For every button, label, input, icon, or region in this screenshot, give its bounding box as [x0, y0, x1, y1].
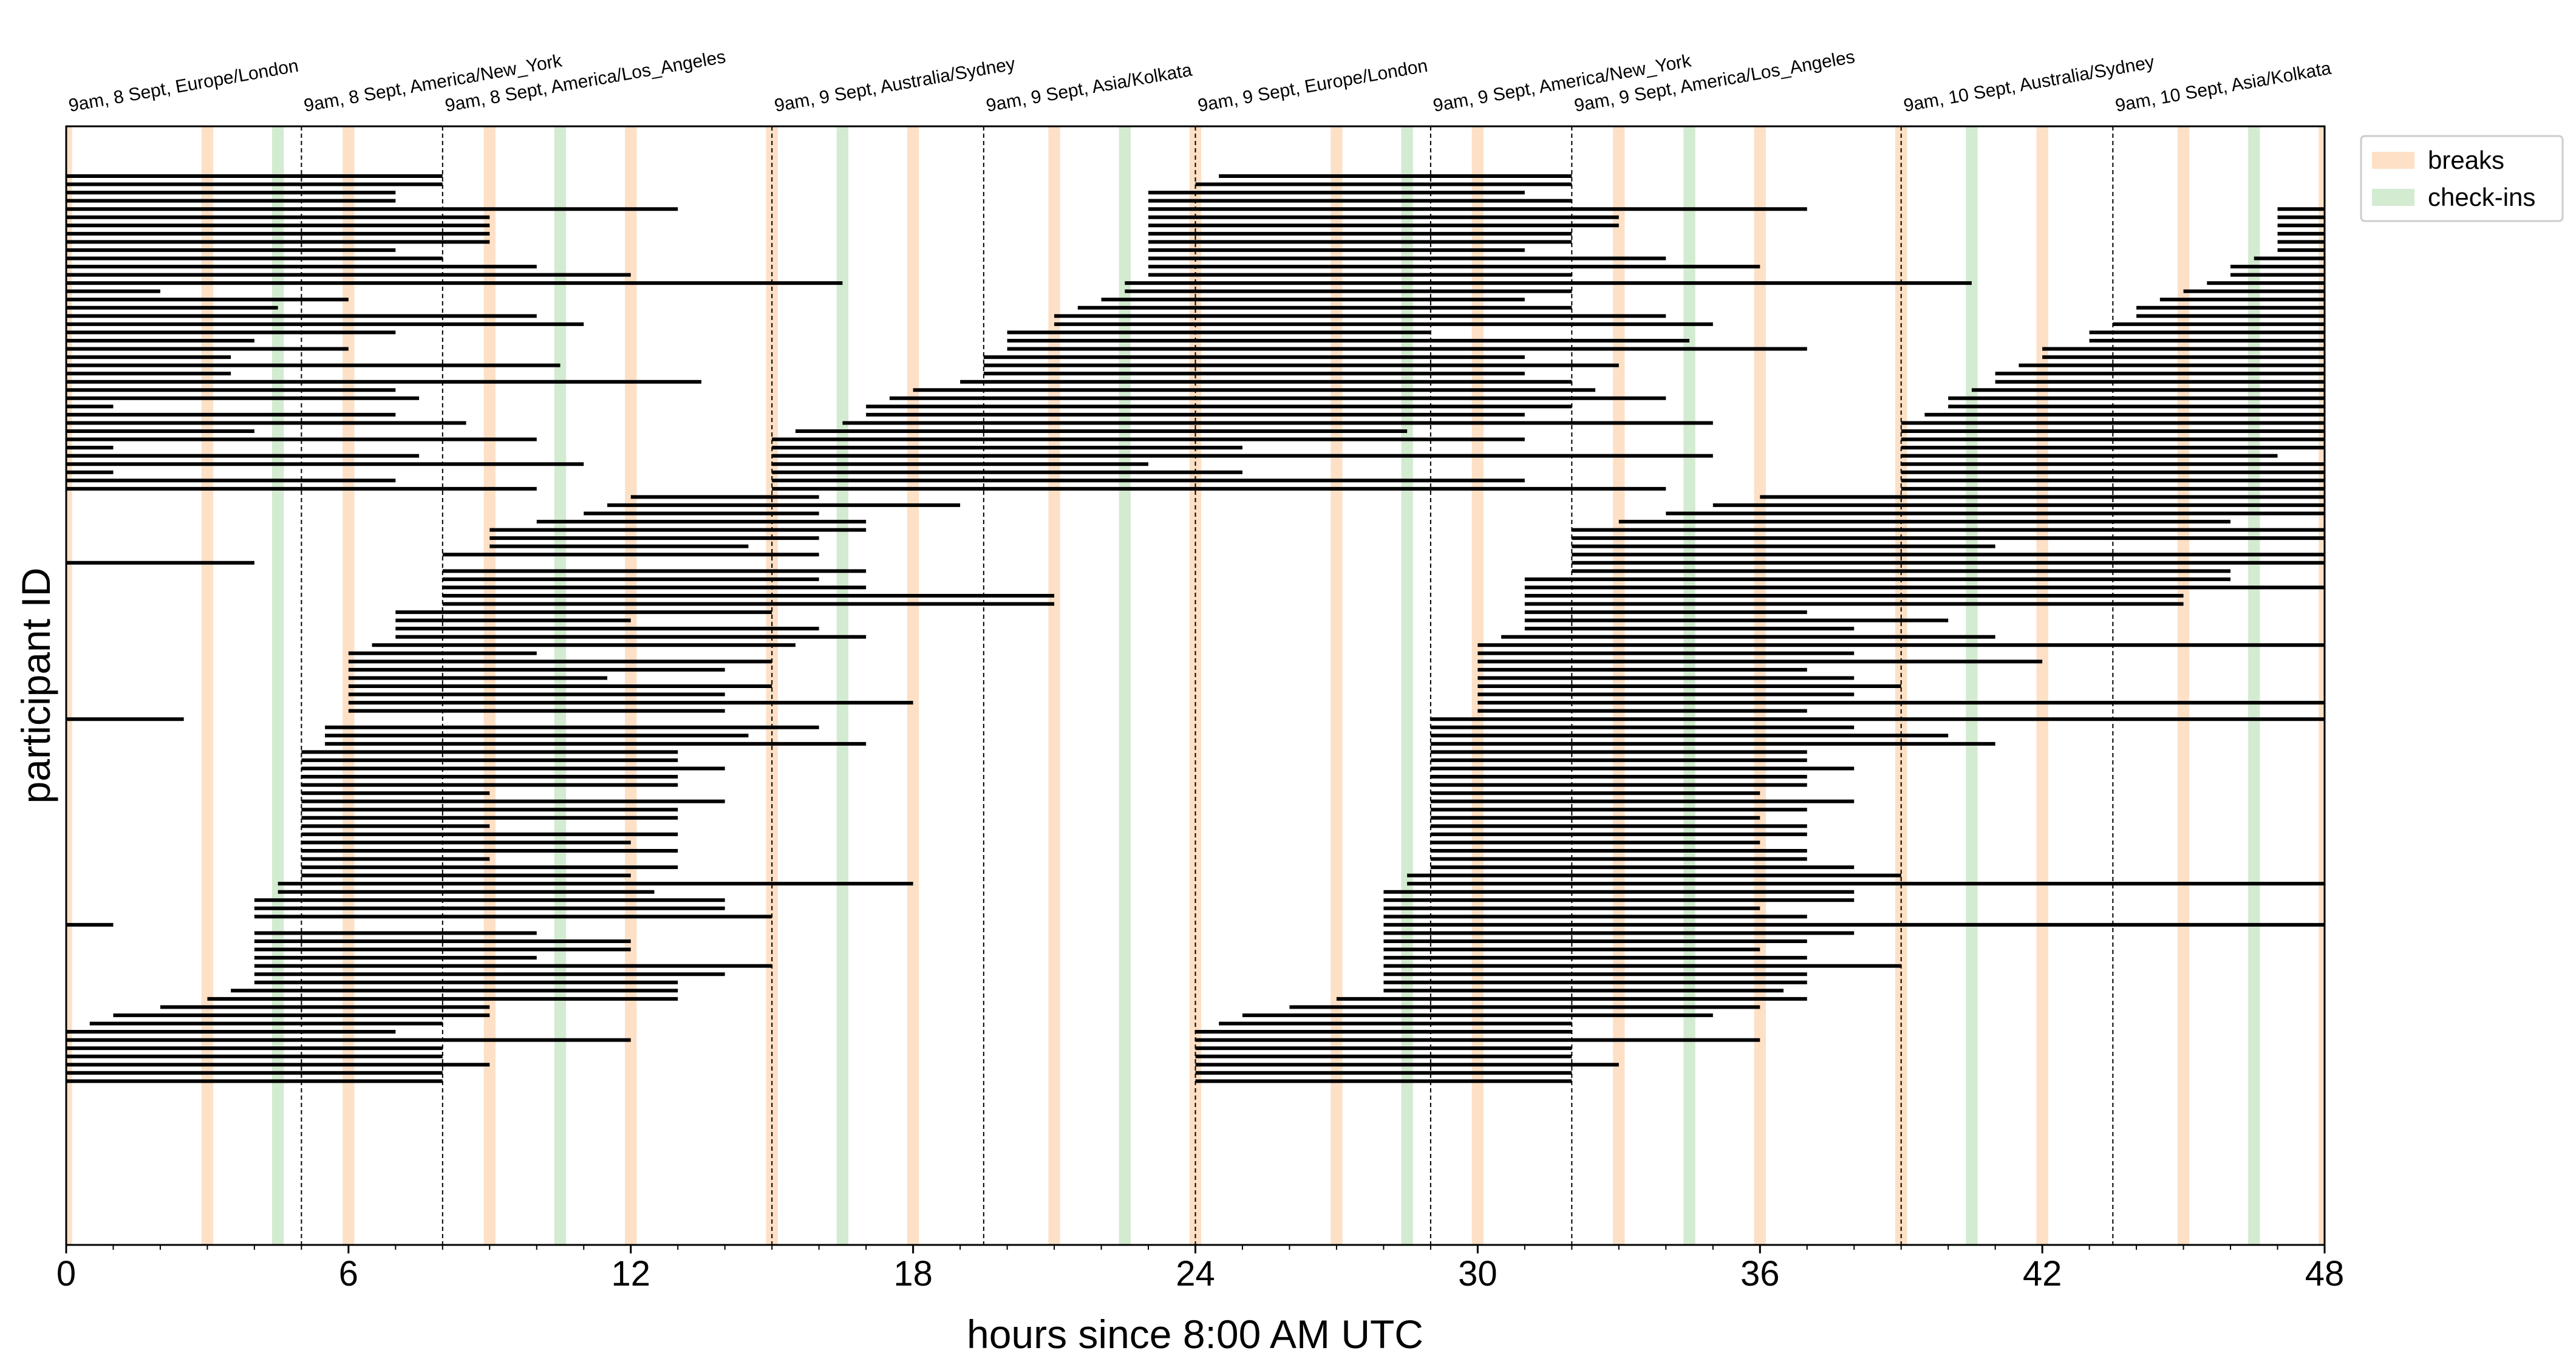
- legend-label-breaks: breaks: [2428, 146, 2504, 174]
- timezone-label-5: 9am, 9 Sept, Europe/London: [1196, 56, 1429, 116]
- x-tick-label-18: 18: [893, 1254, 933, 1293]
- x-tick-label-48: 48: [2305, 1254, 2345, 1293]
- check-in-band-2: [836, 126, 849, 1245]
- timezone-label-4: 9am, 9 Sept, Asia/Kolkata: [984, 60, 1193, 116]
- x-tick-label-0: 0: [56, 1254, 76, 1293]
- break-band-14: [2036, 126, 2048, 1245]
- break-band-0: [66, 126, 72, 1245]
- break-band-7: [1048, 126, 1060, 1245]
- check-in-band-0: [271, 126, 284, 1245]
- check-in-band-3: [1119, 126, 1131, 1245]
- timezone-label-0: 9am, 8 Sept, Europe/London: [67, 56, 300, 116]
- timezone-label-3: 9am, 9 Sept, Australia/Sydney: [773, 54, 1017, 116]
- x-tick-label-42: 42: [2023, 1254, 2062, 1293]
- x-tick-label-12: 12: [611, 1254, 650, 1293]
- check-in-band-7: [2248, 126, 2260, 1245]
- timezone-labels: 9am, 8 Sept, Europe/London 9am, 8 Sept, A…: [67, 47, 2332, 116]
- legend-label-check-ins: check-ins: [2428, 183, 2535, 211]
- x-tick-label-36: 36: [1740, 1254, 1780, 1293]
- legend-swatch-check-ins: [2372, 189, 2414, 206]
- check-in-band-6: [1966, 126, 1978, 1245]
- legend-swatch-breaks: [2372, 152, 2414, 169]
- timezone-lines: [301, 126, 2114, 1245]
- x-axis-ticks: 0 6 12 18 24 30 36 42 48: [56, 1245, 2344, 1293]
- break-band-15: [2177, 126, 2190, 1245]
- x-tick-label-30: 30: [1458, 1254, 1498, 1293]
- break-band-16: [2319, 126, 2325, 1245]
- break-band-1: [201, 126, 214, 1245]
- y-axis-title: participant ID: [13, 568, 58, 804]
- legend: breaks check-ins: [2360, 135, 2564, 222]
- break-band-9: [1331, 126, 1343, 1245]
- x-tick-label-24: 24: [1176, 1254, 1215, 1293]
- x-axis-title: hours since 8:00 AM UTC: [967, 1312, 1423, 1357]
- check-in-band-4: [1401, 126, 1413, 1245]
- x-tick-label-6: 6: [339, 1254, 358, 1293]
- participant-bars: [66, 174, 2325, 1083]
- break-band-6: [907, 126, 919, 1245]
